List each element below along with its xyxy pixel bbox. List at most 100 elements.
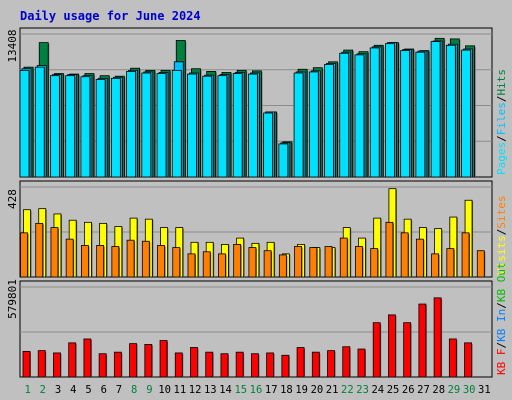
x-tick-label: 25 — [387, 384, 400, 396]
bar-sites — [339, 237, 348, 278]
x-tick-label: 29 — [448, 384, 461, 396]
bar-pages — [217, 75, 228, 178]
bar-pages — [400, 50, 411, 178]
x-tick-label: 5 — [85, 384, 91, 396]
bar-pages — [65, 75, 76, 178]
bar-pages — [354, 54, 365, 178]
bar-kb-f — [235, 351, 244, 378]
bar-sites — [218, 253, 226, 278]
bar-pages — [110, 77, 121, 178]
legend-entry: KB F — [495, 349, 508, 376]
bar-sites — [248, 247, 257, 278]
bar-sites — [309, 247, 318, 278]
bar-pages — [50, 75, 60, 178]
bar-sites — [81, 245, 89, 278]
bar-sites — [370, 248, 379, 278]
bar-pages — [293, 72, 304, 178]
legend-entry: / — [495, 342, 508, 349]
x-tick-label: 30 — [463, 384, 476, 396]
bar-kb-f — [174, 352, 183, 378]
bar-sites — [126, 239, 135, 278]
bar-sites — [461, 232, 470, 278]
x-tick-label: 17 — [265, 384, 278, 396]
bar-kb-f — [83, 338, 92, 378]
x-tick-label: 23 — [356, 384, 369, 396]
x-tick-label: 12 — [189, 384, 202, 396]
chart-panels: 13408Pages/Files/Hits428Visits/Sites5798… — [6, 27, 508, 378]
bar-sites — [385, 221, 394, 278]
legend-entry: KB Out — [495, 262, 508, 302]
bar-pages — [19, 69, 30, 178]
x-tick-label: 2 — [40, 384, 46, 396]
bar-kb-f — [250, 353, 259, 378]
bar-sites — [400, 232, 409, 278]
bar-kb-f — [190, 347, 198, 378]
bar-kb-f — [342, 346, 351, 378]
bar-pages — [80, 76, 91, 178]
bar-sites — [233, 244, 242, 278]
x-tick-label: 21 — [326, 384, 339, 396]
x-tick-label: 28 — [432, 384, 445, 396]
bar-kb-f — [266, 352, 275, 378]
x-tick-label: 6 — [101, 384, 107, 396]
legend-entry: / — [495, 135, 508, 142]
bar-pages — [232, 73, 243, 178]
bar-sites — [157, 245, 165, 278]
legend-entry: Pages — [495, 142, 508, 175]
legend-entry: Hits — [495, 69, 508, 96]
x-tick-label: 7 — [116, 384, 122, 396]
bar-kb-f — [403, 322, 412, 378]
bar-kb-f — [357, 348, 366, 378]
legend-entry: / — [495, 96, 508, 103]
y-max-label: 428 — [6, 189, 19, 209]
x-tick-label: 10 — [158, 384, 171, 396]
x-tick-label: 8 — [131, 384, 137, 396]
bar-sites — [294, 246, 302, 278]
bar-pages — [187, 73, 197, 178]
bar-kb-f — [296, 347, 305, 378]
bar-pages — [156, 73, 167, 178]
chart-title: Daily usage for June 2024 — [20, 9, 201, 23]
bar-sites — [20, 232, 28, 278]
x-tick-label: 24 — [371, 384, 384, 396]
bar-kb-f — [372, 322, 381, 378]
bar-sites — [355, 246, 363, 278]
bar-sites — [187, 253, 196, 278]
bar-kb-f — [129, 343, 137, 378]
bar-sites — [263, 250, 272, 278]
bar-pages — [95, 79, 106, 178]
x-tick-label: 9 — [146, 384, 152, 396]
bar-pages — [445, 44, 456, 178]
bar-pages — [461, 49, 471, 178]
bar-sites — [141, 240, 150, 278]
x-tick-label: 1 — [24, 384, 30, 396]
x-tick-label: 26 — [402, 384, 415, 396]
bar-sites — [202, 251, 211, 278]
bar-sites — [111, 246, 120, 278]
bar-sites — [446, 248, 455, 278]
panel-legend: Pages/Files/Hits — [495, 69, 508, 175]
panel-legend: KB F/KB In/KB Out — [495, 262, 508, 375]
panel-legend: Visits/Sites — [495, 196, 508, 276]
bar-pages — [141, 72, 152, 178]
bar-kb-f — [388, 314, 396, 378]
bar-sites — [431, 253, 439, 278]
bar-pages — [263, 112, 274, 178]
bar-pages — [126, 71, 136, 178]
bar-pages — [369, 47, 380, 178]
bar-kb-f — [220, 353, 229, 378]
bar-pages — [247, 73, 258, 178]
bar-kb-f — [68, 342, 77, 378]
bar-kb-f — [159, 340, 168, 378]
bar-kb-f — [418, 303, 427, 378]
x-tick-label: 14 — [219, 384, 232, 396]
x-tick-label: 3 — [55, 384, 61, 396]
bar-pages — [202, 75, 213, 178]
bar-kb-f — [37, 350, 46, 378]
x-tick-label: 13 — [204, 384, 217, 396]
bar-sites — [278, 254, 287, 278]
bar-sites — [50, 227, 59, 278]
bar-sites — [476, 250, 485, 278]
x-tick-label: 15 — [234, 384, 247, 396]
